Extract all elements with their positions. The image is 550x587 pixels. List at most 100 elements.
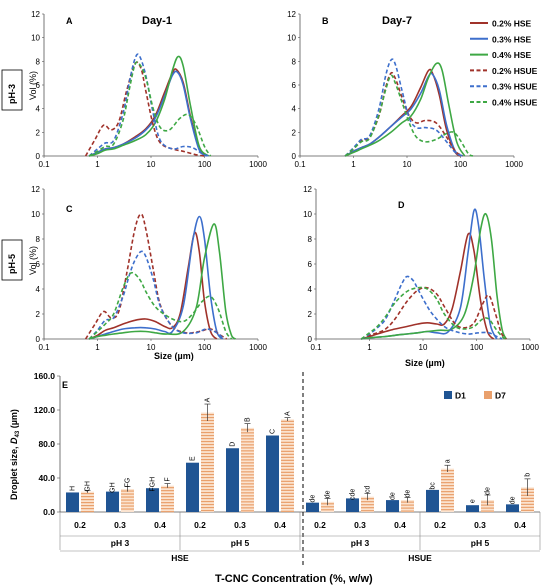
treatment-label: HSE	[171, 553, 189, 563]
category-label: 0.2	[74, 520, 86, 530]
y-tick-label: 4	[36, 105, 41, 114]
bar-d7-letter: A	[284, 411, 291, 416]
bar-d1	[226, 448, 239, 512]
bar-d1	[426, 489, 439, 512]
panel-e: 0.0 40.0 80.0 120.0 160.0 H GH 0.2 GH FG 0.3 FGH F 0.…	[34, 371, 541, 566]
category-label: 0.3	[234, 520, 246, 530]
x-tick-label: 1000	[249, 160, 267, 169]
bar-d7	[521, 487, 534, 512]
series-line-04hse	[88, 223, 237, 340]
panel-a: 0 2 4 6 8 10 12 0.1 1 10 100 1000	[31, 10, 267, 169]
panel-e-letter: E	[62, 380, 68, 390]
series-line-03hsue	[88, 250, 225, 340]
bar-d7-letter: FG	[124, 478, 131, 488]
legend-label: 0.2% HSE	[492, 19, 532, 29]
series-line-03hsue	[88, 53, 209, 157]
y-tick-label: 10	[303, 210, 312, 219]
x-tick-label: 0.1	[38, 160, 50, 169]
y-tick-label: 12	[287, 10, 296, 19]
bar-d1-letter: e	[469, 499, 476, 503]
bar-d7	[161, 485, 174, 512]
x-tick-label: 1	[95, 343, 100, 352]
category-label: 0.4	[154, 520, 166, 530]
y-tick-label: 2	[292, 128, 297, 137]
y-tick-label: 8	[36, 57, 41, 66]
bar-d7-letter: de	[484, 487, 491, 495]
panel-c-xlabel: Size (µm)	[154, 351, 194, 361]
series-line-04hse	[361, 212, 508, 340]
bar-d1-letter: de	[309, 495, 316, 503]
y-tick-label: 6	[292, 81, 297, 90]
x-tick-label: 100	[470, 343, 484, 352]
y-tick-label: 8	[36, 235, 41, 244]
bar-d7-letter: B	[244, 417, 251, 422]
panel-c-ylabel: Vol (%)	[28, 246, 38, 275]
y-tick-label: 12	[303, 185, 312, 194]
panel-b-title: Day-7	[382, 15, 412, 27]
y-tick-label: 0	[308, 335, 313, 344]
panel-b-letter: B	[322, 16, 329, 26]
y-tick-label: 160.0	[34, 371, 56, 381]
bar-d1	[186, 462, 199, 512]
series-line-03hse	[88, 70, 208, 157]
bar-d1	[66, 492, 79, 512]
bar-d1-letter: GH	[109, 482, 116, 493]
bar-d1-letter: E	[189, 456, 196, 461]
ph-group-label: pH 3	[351, 538, 370, 548]
bar-d1	[146, 488, 159, 512]
panel-b: 0 2 4 6 8 10 12 0.1 1 10 100 1000	[287, 10, 523, 169]
x-tick-label: 0.1	[38, 343, 50, 352]
y-tick-label: 80.0	[38, 439, 55, 449]
y-tick-label: 0	[292, 152, 297, 161]
series-line-02hsue	[84, 61, 205, 157]
bar-d7-letter: GH	[84, 481, 91, 492]
legend-label: 0.4% HSE	[492, 50, 532, 60]
x-tick-label: 10	[419, 343, 428, 352]
legend-swatch-d7	[484, 391, 492, 399]
y-tick-label: 4	[36, 285, 41, 294]
ph-group-label: pH 5	[471, 538, 490, 548]
y-tick-label: 0	[36, 335, 41, 344]
panel-e-ylabel: Droplet size, D43 (µm)	[9, 409, 21, 500]
x-tick-label: 10	[147, 343, 156, 352]
y-tick-label: 10	[287, 34, 296, 43]
bar-d1	[106, 491, 119, 512]
x-tick-label: 100	[198, 343, 212, 352]
bar-d1-letter: bc	[429, 482, 436, 490]
y-tick-label: 12	[31, 185, 40, 194]
y-tick-label: 6	[36, 260, 41, 269]
series-line-03hsue	[360, 275, 503, 340]
row-label-ph5: pH-5	[7, 254, 17, 274]
category-label: 0.3	[354, 520, 366, 530]
y-tick-label: 120.0	[34, 405, 56, 415]
ph-group-label: pH 3	[111, 538, 130, 548]
bar-d1-letter: de	[389, 492, 396, 500]
bar-d7	[441, 468, 454, 512]
category-label: 0.4	[274, 520, 286, 530]
bar-d7-letter: b	[524, 473, 531, 477]
legend-swatch-d1	[444, 391, 452, 399]
x-tick-label: 1000	[249, 343, 267, 352]
legend-label: 0.2% HSUE	[492, 66, 538, 76]
x-tick-label: 1	[95, 160, 100, 169]
series-line-04hsue	[88, 61, 212, 157]
category-label: 0.3	[114, 520, 126, 530]
x-tick-label: 1000	[521, 343, 539, 352]
series-line-03hse	[344, 72, 464, 157]
series-line-04hsue	[88, 271, 233, 340]
bar-d7-letter: F	[164, 477, 171, 481]
panel-d-letter: D	[398, 200, 405, 210]
category-label: 0.2	[434, 520, 446, 530]
bar-d1-letter: de	[509, 496, 516, 504]
panel-a-letter: A	[66, 16, 73, 26]
legend-label: 0.3% HSUE	[492, 82, 538, 92]
x-tick-label: 100	[198, 160, 212, 169]
category-label: 0.3	[474, 520, 486, 530]
bar-d1-letter: C	[269, 429, 276, 434]
category-label: 0.2	[194, 520, 206, 530]
series-line-04hsue	[344, 74, 474, 157]
series-line-03hsue	[344, 58, 464, 157]
y-tick-label: 0.0	[43, 507, 55, 517]
category-label: 0.4	[394, 520, 406, 530]
